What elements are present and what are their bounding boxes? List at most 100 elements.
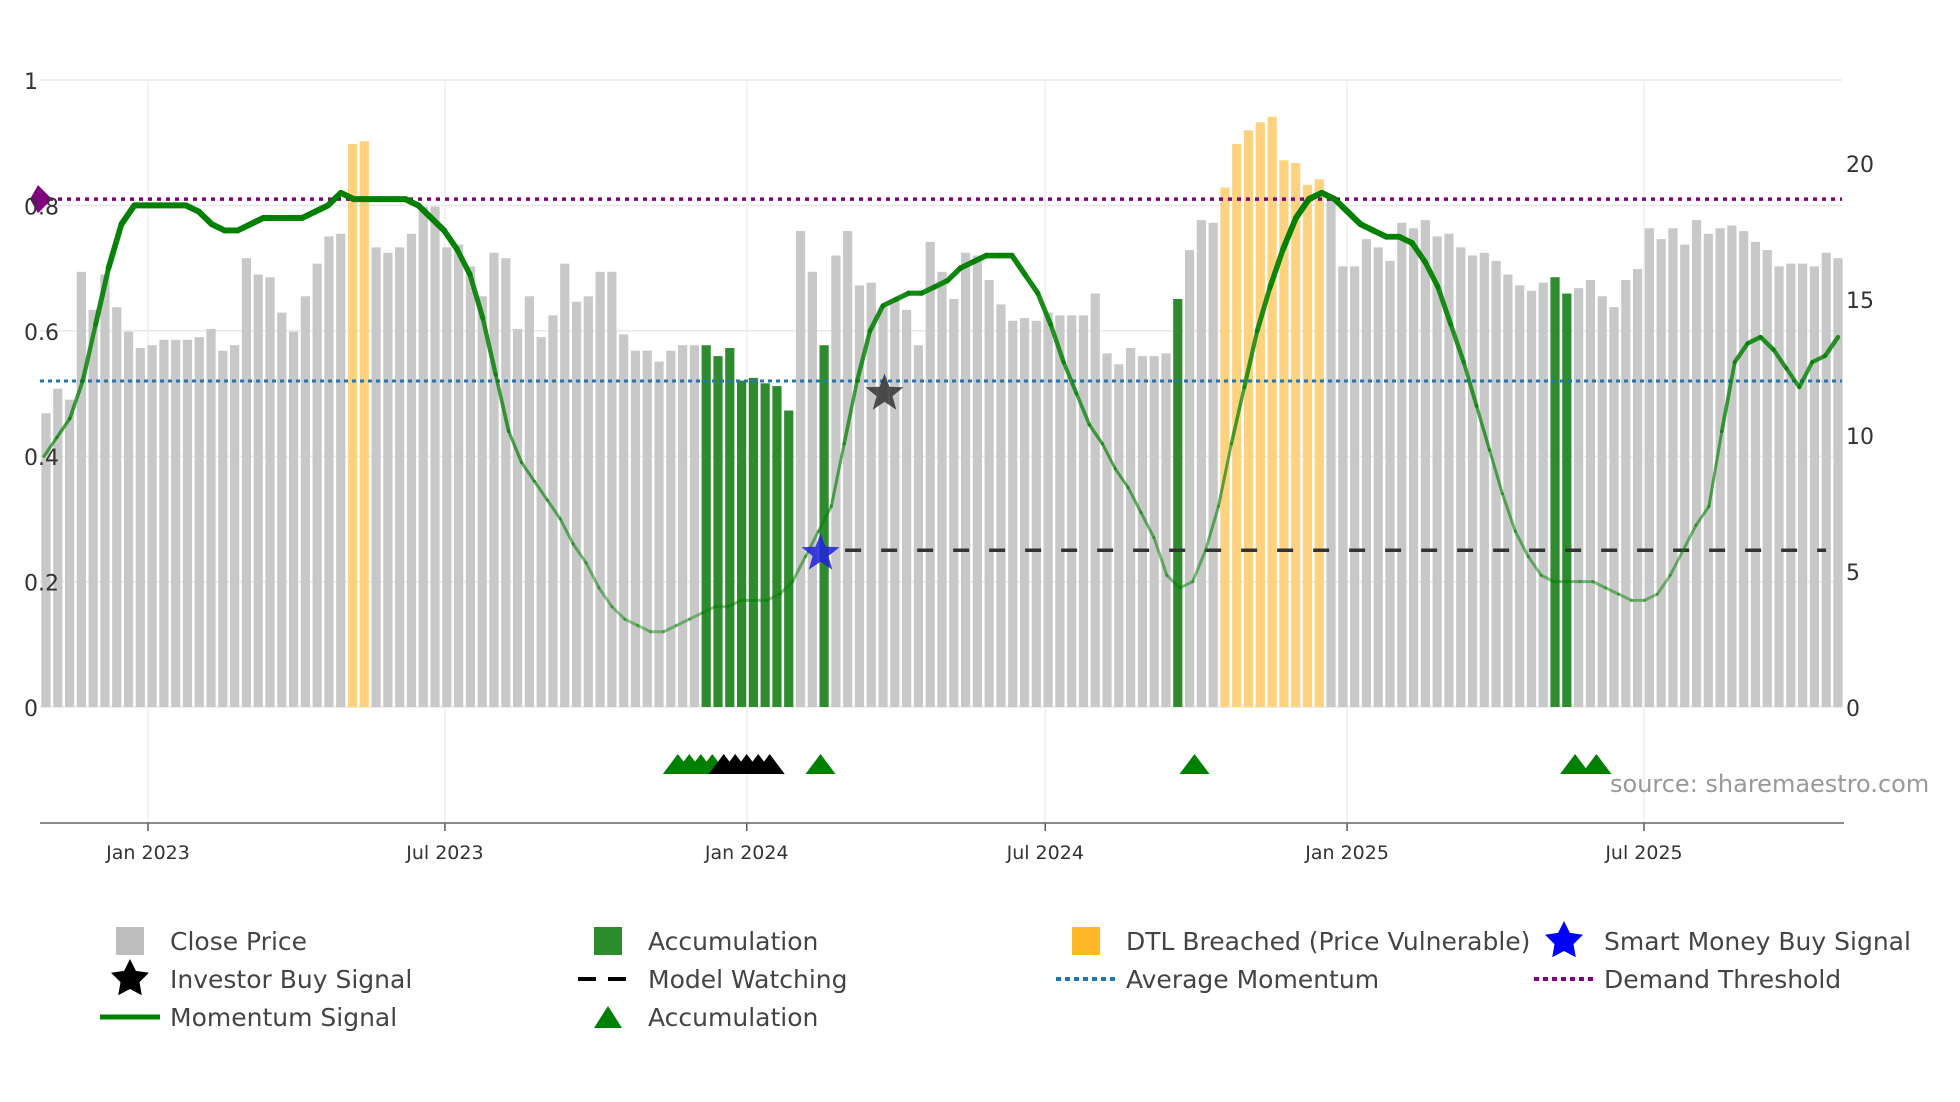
momentum-segment xyxy=(454,246,473,278)
momentum-segment xyxy=(1707,429,1724,508)
close-price-bar xyxy=(1102,353,1112,707)
accumulation-bar xyxy=(760,383,770,707)
momentum-segment xyxy=(1604,586,1621,596)
close-price-bar xyxy=(383,252,393,707)
close-price-bar xyxy=(925,241,935,707)
momentum-segment xyxy=(1100,442,1117,471)
y-right-tick-label: 15 xyxy=(1846,289,1874,314)
bars xyxy=(41,116,1843,708)
source-label: source: sharemaestro.com xyxy=(1610,770,1930,798)
close-price-bar xyxy=(1515,285,1525,707)
momentum-segment xyxy=(1771,347,1789,371)
momentum-segment xyxy=(1242,328,1260,390)
close-price-bar xyxy=(795,231,806,707)
close-price-bar xyxy=(1491,260,1501,707)
momentum-segment xyxy=(80,322,98,384)
close-price-bar xyxy=(1444,233,1454,707)
momentum-segment xyxy=(1745,334,1763,346)
momentum-segment xyxy=(1435,284,1454,327)
close-price-bar xyxy=(1126,347,1136,707)
close-price-bar xyxy=(1114,364,1124,707)
momentum-segment xyxy=(118,202,138,228)
x-tick-label: Jan 2024 xyxy=(704,842,789,864)
accumulation-marker xyxy=(1581,754,1612,774)
close-price-bar xyxy=(642,350,652,707)
x-tick-label: Jul 2025 xyxy=(1604,842,1682,864)
close-price-bar xyxy=(218,350,228,707)
dtl-bar xyxy=(1279,160,1289,707)
y-left-tick-label: 1 xyxy=(24,70,38,95)
close-price-bar xyxy=(1703,233,1713,707)
momentum-segment xyxy=(1204,504,1220,552)
close-price-bar xyxy=(512,328,523,707)
y-right-tick-label: 5 xyxy=(1846,561,1860,586)
close-price-bar xyxy=(135,347,145,707)
close-price-bar xyxy=(1821,252,1831,707)
momentum-segment xyxy=(1810,353,1828,365)
close-price-bar xyxy=(1408,228,1419,707)
close-price-bar xyxy=(1574,288,1584,707)
close-price-bar xyxy=(406,233,417,707)
close-price-bar xyxy=(1350,266,1360,707)
accumulation-bar xyxy=(725,347,735,707)
close-price-bar xyxy=(465,266,476,707)
close-price-bar xyxy=(1538,282,1548,707)
momentum-segment xyxy=(636,623,653,634)
close-price-bar xyxy=(807,271,817,707)
momentum-segment xyxy=(791,555,807,584)
close-price-bar xyxy=(1184,250,1195,708)
momentum-layer xyxy=(42,189,1841,634)
momentum-segment xyxy=(1655,573,1672,596)
momentum-segment xyxy=(1474,404,1492,452)
momentum-segment xyxy=(1681,523,1698,552)
close-price-bar xyxy=(1067,315,1077,707)
accumulation-bar xyxy=(1173,299,1183,707)
y-left-tick-label: 0.2 xyxy=(24,572,59,597)
y-left-tick-label: 0 xyxy=(24,697,38,722)
momentum-segment xyxy=(1488,448,1504,496)
momentum-segment xyxy=(1048,322,1066,365)
momentum-segment xyxy=(1178,580,1195,590)
momentum-segment xyxy=(687,611,704,621)
close-price-bar xyxy=(937,271,947,707)
momentum-segment xyxy=(558,517,575,546)
momentum-segment xyxy=(584,561,601,590)
x-tick-label: Jan 2023 xyxy=(105,842,190,864)
close-price-bar xyxy=(194,337,204,707)
close-price-bar xyxy=(206,328,216,707)
momentum-segment xyxy=(93,265,112,328)
close-price-bar xyxy=(277,312,287,707)
momentum-segment xyxy=(1152,536,1169,577)
momentum-segment xyxy=(1719,360,1737,433)
momentum-segment xyxy=(1668,548,1685,577)
momentum-segment xyxy=(1035,290,1054,327)
close-price-bar xyxy=(1786,263,1796,707)
momentum-segment xyxy=(1126,486,1143,515)
close-price-bar xyxy=(607,271,617,707)
dtl-bar xyxy=(1255,122,1265,707)
momentum-segment xyxy=(1513,529,1530,559)
close-price-bar xyxy=(1019,318,1030,707)
close-price-bar xyxy=(548,315,558,707)
momentum-segment xyxy=(467,271,486,321)
close-price-bar xyxy=(1644,228,1654,707)
close-price-bar xyxy=(890,299,900,707)
accumulation-bar xyxy=(713,356,723,707)
momentum-segment xyxy=(1526,555,1543,577)
momentum-segment xyxy=(1139,511,1156,540)
close-price-bar xyxy=(1090,293,1100,707)
close-price-bar xyxy=(902,309,912,707)
close-price-bar xyxy=(371,247,381,707)
momentum-segment xyxy=(1409,240,1428,265)
close-price-bar xyxy=(866,282,876,707)
close-price-bar xyxy=(489,252,499,707)
close-price-bar xyxy=(1432,236,1442,707)
investor-buy-signal xyxy=(865,373,904,410)
close-price-bar xyxy=(442,247,452,707)
momentum-segment xyxy=(1022,271,1041,296)
accumulation-bar xyxy=(701,345,711,707)
close-price-bar xyxy=(430,206,440,707)
close-price-bar xyxy=(666,350,676,707)
close-price-bar xyxy=(1196,220,1206,707)
accumulation-marker xyxy=(1560,754,1591,774)
